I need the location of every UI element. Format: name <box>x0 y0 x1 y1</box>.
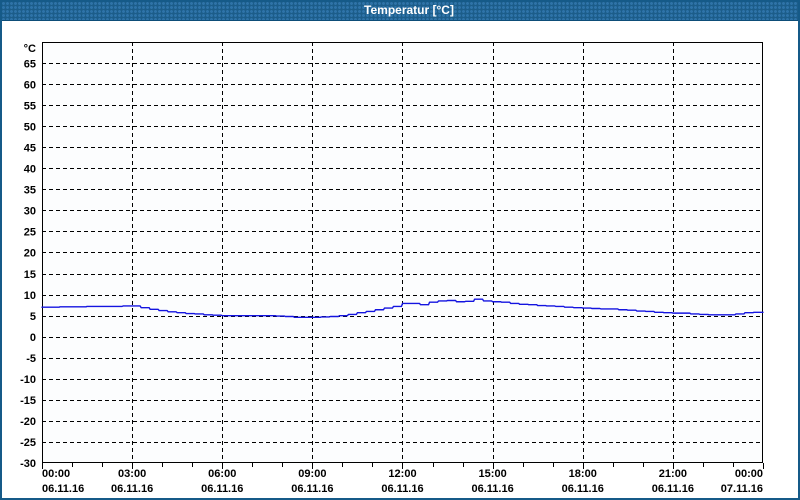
svg-text:60: 60 <box>24 79 36 91</box>
svg-text:00:00: 00:00 <box>735 468 763 480</box>
svg-text:21:00: 21:00 <box>659 468 687 480</box>
svg-text:-10: -10 <box>20 374 36 386</box>
svg-text:50: 50 <box>24 121 36 133</box>
svg-text:09:00: 09:00 <box>298 468 326 480</box>
svg-text:06.11.16: 06.11.16 <box>111 483 153 495</box>
svg-text:30: 30 <box>24 206 36 218</box>
svg-text:-15: -15 <box>20 395 36 407</box>
svg-text:06:00: 06:00 <box>208 468 236 480</box>
svg-text:06.11.16: 06.11.16 <box>472 483 514 495</box>
svg-text:20: 20 <box>24 248 36 260</box>
svg-text:18:00: 18:00 <box>569 468 597 480</box>
svg-text:45: 45 <box>24 142 36 154</box>
svg-text:5: 5 <box>30 311 36 323</box>
svg-text:65: 65 <box>24 58 36 70</box>
svg-text:°C: °C <box>24 43 36 55</box>
svg-text:25: 25 <box>24 227 36 239</box>
svg-text:06.11.16: 06.11.16 <box>562 483 604 495</box>
svg-text:55: 55 <box>24 100 36 112</box>
svg-text:06.11.16: 06.11.16 <box>42 483 84 495</box>
svg-text:03:00: 03:00 <box>118 468 146 480</box>
svg-text:0: 0 <box>30 332 36 344</box>
svg-text:-5: -5 <box>26 353 36 365</box>
svg-text:07.11.16: 07.11.16 <box>721 483 763 495</box>
svg-text:00:00: 00:00 <box>42 468 70 480</box>
svg-text:12:00: 12:00 <box>388 468 416 480</box>
svg-text:15:00: 15:00 <box>479 468 507 480</box>
svg-text:06.11.16: 06.11.16 <box>201 483 243 495</box>
svg-text:06.11.16: 06.11.16 <box>652 483 694 495</box>
svg-text:06.11.16: 06.11.16 <box>291 483 333 495</box>
svg-text:-30: -30 <box>20 458 36 470</box>
svg-text:10: 10 <box>24 290 36 302</box>
svg-text:15: 15 <box>24 269 36 281</box>
svg-text:-20: -20 <box>20 416 36 428</box>
svg-text:-25: -25 <box>20 437 36 449</box>
svg-text:06.11.16: 06.11.16 <box>381 483 423 495</box>
svg-text:35: 35 <box>24 185 36 197</box>
svg-text:40: 40 <box>24 164 36 176</box>
